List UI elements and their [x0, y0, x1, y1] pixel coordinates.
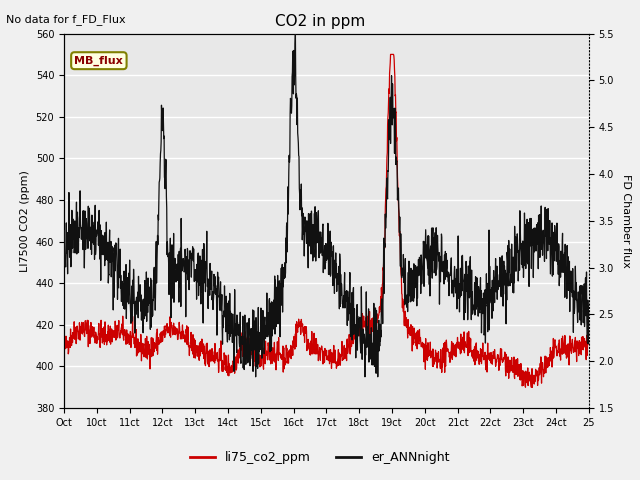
Text: MB_flux: MB_flux	[74, 56, 124, 66]
Y-axis label: LI7500 CO2 (ppm): LI7500 CO2 (ppm)	[20, 170, 30, 272]
Y-axis label: FD Chamber flux: FD Chamber flux	[621, 174, 630, 268]
Text: CO2 in ppm: CO2 in ppm	[275, 14, 365, 29]
Text: No data for f_FD_Flux: No data for f_FD_Flux	[6, 14, 126, 25]
Legend: li75_co2_ppm, er_ANNnight: li75_co2_ppm, er_ANNnight	[186, 446, 454, 469]
